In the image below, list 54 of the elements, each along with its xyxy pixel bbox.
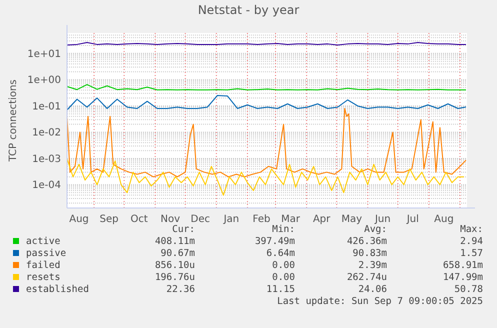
text: 147.99m bbox=[442, 272, 484, 283]
legend-label: failed bbox=[26, 260, 60, 271]
x-tick-label: May bbox=[341, 214, 362, 225]
text: 22.36 bbox=[166, 284, 196, 295]
text: 658.91m bbox=[442, 260, 484, 271]
y-tick-label: 1e+01 bbox=[27, 48, 61, 60]
text: 397.49m bbox=[254, 236, 296, 247]
x-tick-label: Oct bbox=[130, 214, 148, 225]
x-tick-label: Mar bbox=[281, 214, 301, 225]
y-tick-label: 1e-03 bbox=[32, 154, 61, 165]
line-series bbox=[66, 158, 464, 196]
legend-label: active bbox=[26, 236, 61, 247]
text: 6.64m bbox=[266, 248, 296, 259]
text: 50.78 bbox=[454, 284, 484, 295]
chart-title: Netstat - by year bbox=[198, 3, 300, 17]
line-series bbox=[66, 108, 466, 178]
text: 11.15 bbox=[266, 284, 295, 295]
legend-label: established bbox=[26, 284, 89, 295]
text: 408.11m bbox=[154, 236, 196, 247]
text: 856.10u bbox=[154, 260, 195, 271]
x-tick-label: Aug bbox=[434, 214, 454, 225]
x-tick-label: Jan bbox=[222, 214, 240, 225]
text: Cur: bbox=[172, 224, 195, 235]
text: 90.83m bbox=[352, 248, 388, 259]
legend-label: resets bbox=[26, 272, 60, 283]
text: 2.39m bbox=[358, 260, 388, 271]
x-tick-label: Nov bbox=[160, 214, 180, 225]
y-axis-title: TCP connections bbox=[8, 79, 19, 163]
x-tick-label: Jul bbox=[406, 214, 419, 225]
x-tick-label: Dec bbox=[190, 214, 210, 225]
text: Last update: Sun Sep 7 09:00:05 2025 bbox=[277, 296, 483, 307]
line-series bbox=[66, 95, 466, 111]
text: 1.57 bbox=[460, 248, 483, 259]
x-tick-label: Aug bbox=[69, 214, 89, 225]
x-tick-label: Sep bbox=[100, 214, 119, 225]
x-tick-label: Feb bbox=[252, 214, 270, 225]
text: Avg: bbox=[364, 224, 387, 235]
y-tick-label: 1e+00 bbox=[27, 75, 61, 86]
y-tick-label: 1e-02 bbox=[32, 128, 61, 139]
text: 90.67m bbox=[160, 248, 196, 259]
text: 196.76u bbox=[154, 272, 195, 283]
y-tick-label: 1e-04 bbox=[32, 180, 61, 192]
text: 2.94 bbox=[460, 236, 484, 247]
text: 262.74u bbox=[346, 272, 387, 283]
text: 426.36m bbox=[346, 236, 388, 247]
text: 0.00 bbox=[272, 260, 296, 271]
x-tick-label: Apr bbox=[312, 214, 332, 225]
text: 0.00 bbox=[272, 272, 296, 283]
text: 24.06 bbox=[358, 284, 388, 295]
x-tick-label: Jun bbox=[374, 214, 391, 225]
text: Max: bbox=[460, 224, 483, 235]
legend-label: passive bbox=[26, 248, 66, 259]
text: Min: bbox=[272, 224, 295, 235]
y-tick-label: 1e-01 bbox=[32, 101, 61, 112]
